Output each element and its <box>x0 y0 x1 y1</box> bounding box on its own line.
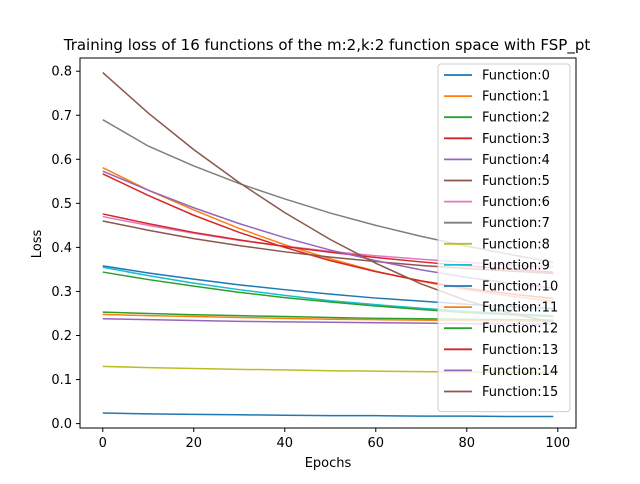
legend-label: Function:12 <box>482 322 558 337</box>
x-tick-label: 20 <box>185 436 202 451</box>
legend-label: Function:9 <box>482 258 550 273</box>
x-axis: 0 20 40 60 80 100 <box>99 428 570 451</box>
y-tick-label: 0.8 <box>51 65 72 80</box>
legend-label: Function:1 <box>482 90 550 105</box>
legend-label: Function:10 <box>482 280 558 295</box>
x-tick-label: 80 <box>459 436 476 451</box>
x-tick-label: 40 <box>276 436 293 451</box>
legend-label: Function:6 <box>482 195 550 210</box>
series-line-0 <box>102 412 554 418</box>
x-tick-label: 60 <box>368 436 385 451</box>
legend-label: Function:4 <box>482 153 550 168</box>
y-tick-label: 0.6 <box>51 153 72 168</box>
x-tick-label: 100 <box>545 436 570 451</box>
y-tick-label: 0.3 <box>51 285 72 300</box>
y-axis-label: Loss <box>30 230 45 259</box>
plot-frame <box>79 57 577 429</box>
x-axis-label: Epochs <box>305 456 352 471</box>
legend-label: Function:13 <box>482 343 558 358</box>
legend-label: Function:14 <box>482 364 558 379</box>
legend-label: Function:15 <box>482 385 558 400</box>
legend-label: Function:11 <box>482 301 558 316</box>
legend-label: Function:8 <box>482 237 550 252</box>
y-tick-label: 0.1 <box>51 373 72 388</box>
y-tick-label: 0.4 <box>51 241 72 256</box>
legend-label: Function:3 <box>482 132 550 147</box>
legend-box <box>437 63 571 413</box>
x-tick-label: 0 <box>99 436 107 451</box>
y-tick-label: 0.2 <box>51 329 72 344</box>
y-tick-label: 0.7 <box>51 109 72 124</box>
chart-title: Training loss of 16 functions of the m:2… <box>63 36 591 55</box>
legend-label: Function:0 <box>482 69 550 84</box>
legend: Function:0 Function:1 Function:2 Function:3… <box>437 63 571 413</box>
y-axis: 0.0 0.1 0.2 0.3 0.4 0.5 0.6 0.7 0.8 <box>51 65 80 432</box>
y-tick-label: 0.0 <box>51 417 72 432</box>
y-tick-label: 0.5 <box>51 197 72 212</box>
legend-label: Function:2 <box>482 111 550 126</box>
legend-label: Function:5 <box>482 174 550 189</box>
legend-label: Function:7 <box>482 216 550 231</box>
